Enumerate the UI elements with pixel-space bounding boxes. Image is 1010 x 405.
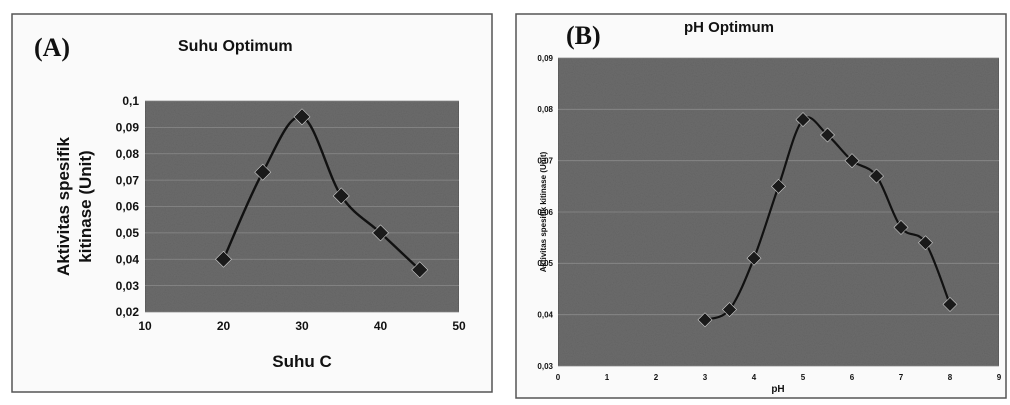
chart-title: pH Optimum <box>684 19 774 36</box>
data-point-marker <box>820 127 835 143</box>
y-tick-label: 0,09 <box>116 121 140 135</box>
y-tick-label: 0,05 <box>537 259 553 268</box>
x-tick-label: 8 <box>948 373 953 382</box>
x-tick-label: 1 <box>605 373 610 382</box>
x-tick-label: 2 <box>654 373 659 382</box>
y-tick-label: 0,04 <box>116 252 140 266</box>
x-tick-label: 6 <box>850 373 855 382</box>
x-axis-label: pH <box>771 384 784 395</box>
y-tick-label: 0,06 <box>116 200 140 214</box>
y-tick-label: 0,07 <box>116 173 140 187</box>
data-point-marker <box>254 163 272 181</box>
y-tick-label: 0,03 <box>537 362 553 371</box>
y-tick-label: 0,1 <box>122 94 139 108</box>
y-tick-label: 0,09 <box>537 54 553 63</box>
data-point-marker <box>293 108 311 126</box>
x-tick-label: 3 <box>703 373 708 382</box>
x-tick-label: 9 <box>997 373 1002 382</box>
x-tick-label: 10 <box>138 319 152 333</box>
panel-label: (B) <box>566 21 601 50</box>
x-tick-label: 30 <box>295 319 309 333</box>
chart-title: Suhu Optimum <box>178 38 293 55</box>
data-point-marker <box>844 153 860 169</box>
data-point-marker <box>697 312 713 328</box>
x-tick-label: 4 <box>752 373 757 382</box>
y-axis-label: Aktivitas spesifik kitinase (Unit) <box>54 137 95 276</box>
chart-panel-suhu: (A) Suhu Optimum 0,02 0,03 0,04 0,05 0,06 0,0… <box>11 13 493 393</box>
chart-panel-ph: (B) pH Optimum 0,03 0,04 0,05 0,06 0,07 0,08 0… <box>515 13 1007 399</box>
y-tick-label: 0,03 <box>116 279 140 293</box>
y-tick-label: 0,02 <box>116 305 140 319</box>
data-point-marker <box>869 168 884 184</box>
y-tick-label: 0,08 <box>116 147 140 161</box>
y-axis-label: Aktivitas spesifik kitinase (Unit) <box>539 151 548 272</box>
x-tick-label: 50 <box>452 319 466 333</box>
x-tick-label: 7 <box>899 373 904 382</box>
x-tick-label: 40 <box>374 319 388 333</box>
data-point-marker <box>942 296 958 312</box>
data-point-marker <box>722 302 737 317</box>
x-tick-label: 20 <box>217 319 231 333</box>
data-point-marker <box>893 219 909 235</box>
data-point-marker <box>746 250 762 266</box>
y-tick-label: 0,04 <box>537 310 553 319</box>
data-point-marker <box>918 235 933 251</box>
y-tick-label: 0,06 <box>537 208 553 217</box>
data-point-marker <box>771 178 786 194</box>
data-point-marker <box>372 224 389 242</box>
x-tick-label: 5 <box>801 373 806 382</box>
x-axis-label: Suhu C <box>272 352 332 371</box>
panel-label: (A) <box>34 33 70 62</box>
x-tick-label: 0 <box>556 373 561 382</box>
y-tick-label: 0,08 <box>537 105 553 114</box>
y-tick-label: 0,05 <box>116 226 140 240</box>
y-tick-label: 0,07 <box>537 156 553 165</box>
data-point-marker <box>795 112 811 128</box>
data-point-marker <box>215 250 232 268</box>
data-point-marker <box>411 261 429 279</box>
data-point-marker <box>332 187 350 205</box>
